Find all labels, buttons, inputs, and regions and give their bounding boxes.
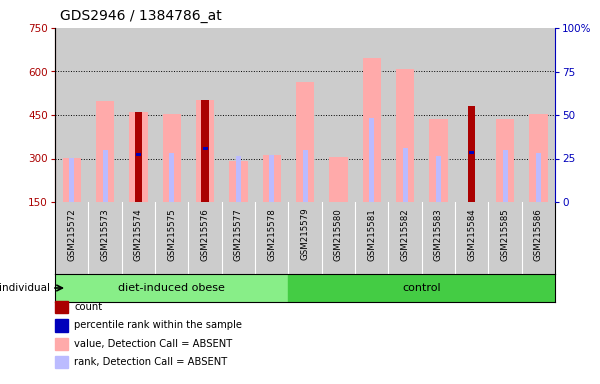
Text: GSM215573: GSM215573 bbox=[101, 208, 110, 260]
Bar bbox=[136, 153, 141, 156]
Text: GSM215578: GSM215578 bbox=[267, 208, 276, 260]
Text: GSM215581: GSM215581 bbox=[367, 208, 376, 260]
Bar bbox=[236, 156, 241, 202]
Text: GSM215585: GSM215585 bbox=[500, 208, 509, 260]
Bar bbox=[302, 151, 308, 202]
Bar bbox=[536, 153, 541, 202]
Text: GSM215572: GSM215572 bbox=[67, 208, 76, 260]
Text: GSM215582: GSM215582 bbox=[401, 208, 410, 260]
Bar bbox=[468, 106, 475, 202]
Bar bbox=[96, 101, 114, 202]
Bar bbox=[103, 150, 107, 202]
Bar bbox=[436, 156, 441, 202]
Bar bbox=[403, 148, 407, 202]
Bar bbox=[62, 158, 81, 202]
Text: percentile rank within the sample: percentile rank within the sample bbox=[74, 320, 242, 330]
Text: GSM215584: GSM215584 bbox=[467, 208, 476, 260]
Text: GSM215577: GSM215577 bbox=[234, 208, 243, 260]
Text: GDS2946 / 1384786_at: GDS2946 / 1384786_at bbox=[60, 9, 222, 23]
Bar bbox=[203, 148, 208, 202]
Text: count: count bbox=[74, 302, 103, 312]
Bar bbox=[169, 153, 174, 202]
Bar bbox=[369, 119, 374, 202]
Bar bbox=[269, 155, 274, 202]
Text: rank, Detection Call = ABSENT: rank, Detection Call = ABSENT bbox=[74, 357, 227, 367]
Bar bbox=[203, 147, 208, 150]
Text: GSM215579: GSM215579 bbox=[301, 208, 310, 260]
Text: GSM215575: GSM215575 bbox=[167, 208, 176, 260]
Bar bbox=[429, 119, 448, 202]
Bar bbox=[69, 158, 74, 202]
Bar bbox=[469, 151, 474, 154]
Bar bbox=[396, 69, 414, 202]
Bar bbox=[134, 111, 142, 202]
Bar bbox=[129, 111, 148, 202]
Bar bbox=[263, 155, 281, 202]
Bar bbox=[329, 157, 347, 202]
Text: GSM215580: GSM215580 bbox=[334, 208, 343, 260]
Bar bbox=[296, 82, 314, 202]
Text: individual: individual bbox=[0, 283, 50, 293]
Bar bbox=[229, 161, 248, 202]
Bar bbox=[163, 114, 181, 202]
Bar bbox=[496, 119, 514, 202]
Bar bbox=[202, 101, 209, 202]
Bar bbox=[529, 114, 548, 202]
Text: diet-induced obese: diet-induced obese bbox=[118, 283, 225, 293]
Text: GSM215583: GSM215583 bbox=[434, 208, 443, 260]
Bar bbox=[196, 101, 214, 202]
Text: GSM215574: GSM215574 bbox=[134, 208, 143, 260]
Text: value, Detection Call = ABSENT: value, Detection Call = ABSENT bbox=[74, 339, 232, 349]
Text: control: control bbox=[403, 283, 441, 293]
Bar bbox=[55, 274, 289, 302]
Bar bbox=[362, 58, 381, 202]
Text: GSM215586: GSM215586 bbox=[534, 208, 543, 260]
Text: GSM215576: GSM215576 bbox=[200, 208, 209, 260]
Bar bbox=[503, 150, 508, 202]
Bar bbox=[289, 274, 555, 302]
